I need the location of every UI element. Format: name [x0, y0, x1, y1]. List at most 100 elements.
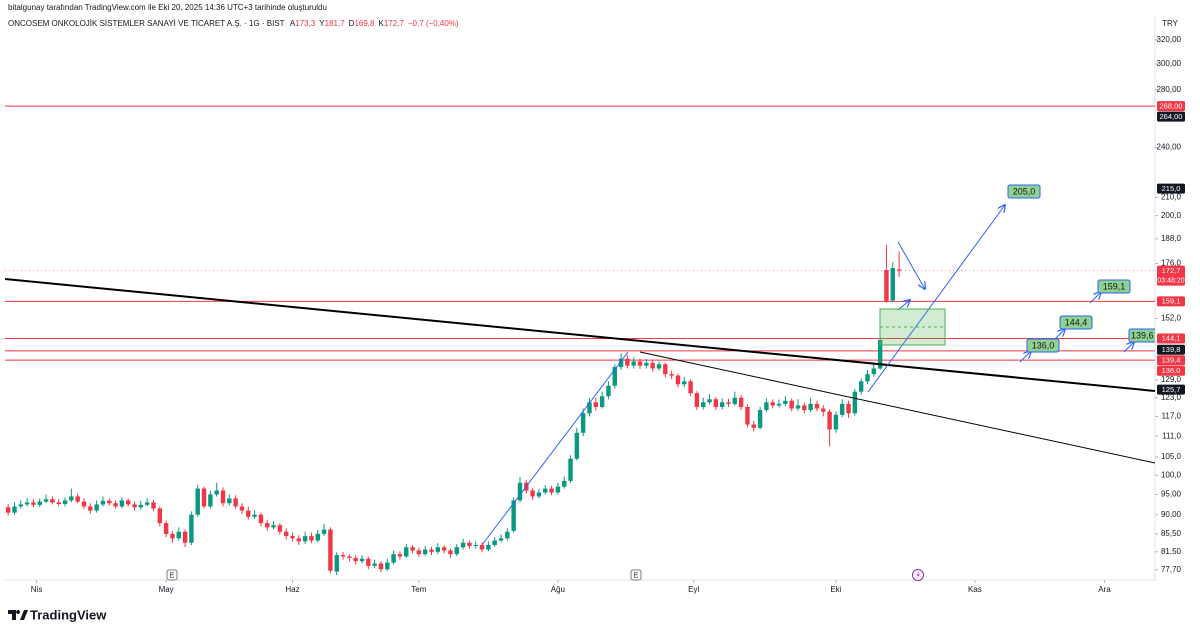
legend-key: D [349, 19, 355, 28]
price-label: 215,0 [1162, 184, 1181, 193]
trend-line [639, 351, 1155, 464]
candle-body [486, 545, 491, 550]
candle-body [182, 531, 188, 543]
candle-body [840, 403, 845, 415]
arrow [1019, 351, 1031, 363]
candle-body [757, 410, 763, 428]
candle-body [738, 397, 744, 407]
candle-body [644, 362, 649, 366]
event-label[interactable]: E [634, 572, 639, 579]
candle-body [246, 510, 251, 517]
event-label[interactable]: E [170, 572, 175, 579]
candle-body [378, 563, 384, 570]
legend-key: K [378, 19, 384, 28]
candle-body [220, 490, 226, 504]
candle-body [422, 549, 428, 555]
x-tick-label: Tem [411, 585, 426, 594]
candle-body [580, 413, 586, 433]
y-tick-label: 176,0 [1161, 259, 1182, 268]
y-tick-label: 77,70 [1161, 565, 1182, 574]
candle-body [599, 396, 605, 407]
annotation: 136,0 [1032, 340, 1055, 350]
candle-body [732, 397, 738, 404]
event-icon[interactable] [630, 569, 642, 581]
candle-body [467, 542, 472, 546]
price-label-box [1157, 111, 1185, 122]
candle-body [568, 458, 573, 481]
x-tick-label: May [159, 585, 174, 594]
candle-body [43, 499, 49, 502]
candle-body [498, 538, 504, 541]
candle-body [31, 502, 36, 505]
candle-body [631, 361, 636, 366]
candle-body [479, 545, 485, 550]
candle-body [176, 531, 181, 539]
candle-body [833, 414, 839, 430]
annotation-box [1097, 279, 1131, 294]
candle-body [302, 536, 308, 542]
candle-body [713, 399, 719, 407]
candle-body [795, 405, 801, 409]
candle-body [353, 557, 358, 562]
candle-body [473, 545, 478, 547]
y-tick-label: 117,0 [1162, 412, 1182, 421]
candle-body [719, 402, 725, 407]
candle-body [827, 411, 832, 430]
candle-body [821, 408, 826, 412]
candle-body [675, 375, 681, 385]
annotation: 205,0 [1013, 186, 1036, 196]
legend-value: 172,7 [384, 19, 405, 28]
x-tick-label: Eyl [688, 585, 699, 594]
symbol-legend: ONCOSEM ONKOLOJİK SİSTEMLER SANAYİ VE Tİ… [8, 19, 459, 28]
candle-body [555, 486, 561, 493]
candle-body [764, 402, 769, 411]
candle-body [132, 504, 137, 508]
annotation-box [1128, 328, 1155, 343]
dividend-bolt [916, 571, 920, 579]
arrow [1054, 329, 1065, 340]
price-label: 172,7 [1162, 266, 1181, 275]
candle-body [688, 381, 693, 394]
candle-body [328, 529, 333, 571]
candle-body [265, 523, 270, 528]
candle-body [656, 364, 662, 369]
logo-icon [8, 610, 28, 620]
y-tick-label: 85,50 [1161, 529, 1182, 538]
candle-body [890, 268, 895, 301]
candle-body [113, 503, 118, 507]
event-icon[interactable] [166, 569, 178, 581]
projection-line [897, 300, 910, 311]
candle-body [227, 498, 232, 504]
candle-body [783, 400, 788, 404]
candle-body [277, 525, 283, 532]
candle-body [347, 556, 352, 558]
candle-body [163, 523, 169, 534]
y-tick-label: 300,00 [1157, 59, 1182, 68]
candle-body [404, 547, 409, 557]
candle-body [435, 547, 441, 552]
candle-body [189, 514, 194, 543]
price-label-box [1157, 183, 1185, 194]
candle-body [170, 533, 175, 539]
x-tick-label: Eki [830, 585, 841, 594]
candle-body [126, 500, 131, 505]
candle-body [561, 480, 567, 487]
candle-body [530, 490, 535, 497]
price-label: 264,00 [1160, 112, 1183, 121]
candle-body [618, 358, 624, 368]
price-label: 136,0 [1162, 366, 1181, 375]
candle-body [751, 424, 756, 428]
candle-body [5, 507, 11, 513]
candle-body [574, 432, 580, 459]
candle-body [416, 550, 422, 555]
candle-body [770, 402, 775, 406]
candle-body [252, 514, 257, 517]
arrow [1123, 342, 1134, 353]
y-tick-label: 81,50 [1161, 547, 1182, 556]
y-tick-label: 105,0 [1161, 452, 1182, 461]
candle-body [258, 514, 264, 524]
candle-body [543, 488, 548, 493]
candle-body [460, 542, 466, 548]
y-tick-label: 95,00 [1161, 490, 1182, 499]
